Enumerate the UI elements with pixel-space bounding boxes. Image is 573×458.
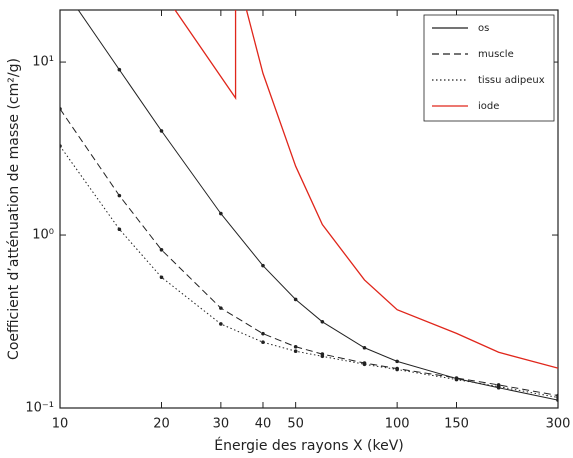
data-point bbox=[320, 320, 325, 324]
legend-label: iode bbox=[478, 101, 499, 112]
data-point bbox=[496, 384, 501, 389]
data-point bbox=[159, 248, 164, 252]
x-tick-label: 100 bbox=[385, 417, 410, 432]
data-point bbox=[320, 354, 325, 359]
series-line bbox=[174, 10, 558, 369]
data-point bbox=[395, 367, 399, 372]
series-line bbox=[60, 145, 558, 398]
data-point bbox=[362, 362, 367, 367]
data-point bbox=[395, 359, 399, 364]
data-point bbox=[261, 331, 265, 336]
data-point bbox=[219, 211, 223, 216]
x-tick-label: 10 bbox=[52, 417, 69, 432]
data-point bbox=[117, 67, 122, 72]
x-axis-label: Énergie des rayons X (keV) bbox=[214, 437, 404, 454]
data-point bbox=[261, 263, 265, 268]
y-tick-label: 10⁻¹ bbox=[25, 401, 54, 416]
x-tick-label: 20 bbox=[153, 417, 170, 432]
series-line bbox=[77, 10, 558, 401]
y-axis-label: Coefficient d’atténuation de masse (cm²/… bbox=[6, 58, 22, 360]
data-point bbox=[556, 395, 558, 400]
data-point bbox=[159, 275, 164, 280]
x-tick-label: 30 bbox=[213, 417, 230, 432]
x-tick-label: 300 bbox=[546, 417, 571, 432]
data-point bbox=[261, 340, 265, 345]
legend-label: muscle bbox=[478, 49, 514, 60]
data-point bbox=[219, 322, 223, 326]
data-point bbox=[219, 306, 223, 310]
data-point bbox=[159, 129, 164, 133]
x-tick-label: 50 bbox=[287, 417, 304, 432]
x-tick-label: 40 bbox=[255, 417, 272, 432]
data-point bbox=[556, 398, 558, 402]
legend-label: os bbox=[478, 23, 489, 34]
data-point bbox=[293, 297, 298, 302]
data-point bbox=[60, 107, 62, 111]
legend-label: tissu adipeux bbox=[478, 75, 545, 86]
y-tick-label: 10¹ bbox=[32, 55, 54, 70]
data-point bbox=[293, 349, 298, 354]
plot-area bbox=[60, 10, 558, 402]
plot-frame bbox=[59, 9, 559, 409]
y-tick-label: 10⁰ bbox=[32, 228, 54, 243]
x-tick-label: 150 bbox=[444, 417, 469, 432]
legend-box bbox=[423, 14, 555, 122]
data-point bbox=[454, 377, 459, 382]
data-point bbox=[117, 193, 122, 198]
data-point bbox=[362, 345, 367, 350]
series-line bbox=[60, 108, 558, 397]
data-point bbox=[293, 344, 298, 349]
data-point bbox=[117, 227, 122, 232]
data-point bbox=[60, 144, 62, 148]
